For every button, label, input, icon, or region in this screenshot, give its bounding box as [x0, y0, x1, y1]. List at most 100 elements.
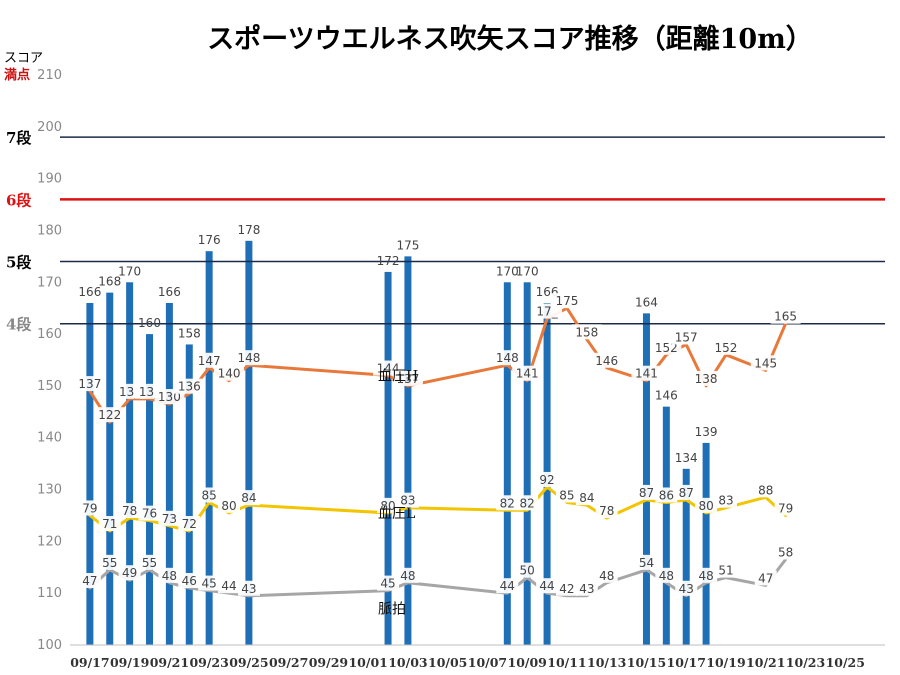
bp-low-series-name: 血圧L [378, 506, 415, 522]
y-tick-label: 140 [37, 431, 62, 446]
pulse-label-10-15: 54 [639, 556, 654, 570]
bp-high-label-bg-10-03 [392, 370, 423, 386]
bar-09-23 [205, 251, 213, 645]
bar-label-09-18: 168 [98, 275, 121, 289]
x-tick-label: 10/25 [826, 655, 865, 670]
bar-label-09-25: 178 [237, 223, 260, 237]
pulse-label-10-12: 43 [579, 582, 594, 596]
bp-high-label-bg-09-23 [194, 352, 225, 368]
pulse-label-bg-10-10 [536, 578, 559, 594]
bp-low-label-10-15: 87 [639, 486, 654, 500]
chart-title: スポーツウエルネス吹矢スコア推移（距離10m） [207, 23, 813, 55]
y-tick-label: 150 [37, 379, 62, 394]
bp-low-label-bg-09-21 [158, 510, 181, 526]
bp-low-label-10-03: 83 [400, 494, 415, 508]
bar-label-10-03: 175 [396, 238, 419, 252]
bar-09-25 [245, 240, 253, 645]
bp-low-label-bg-10-21 [754, 482, 777, 498]
x-tick-label: 10/01 [348, 655, 387, 670]
bp-high-label-bg-10-09 [512, 365, 543, 381]
bp-low-label-bg-10-16 [655, 487, 678, 503]
bp-low-label-10-11: 85 [559, 489, 574, 503]
bp-low-label-10-10: 92 [539, 473, 554, 487]
pulse-label-09-18: 55 [102, 556, 117, 570]
level-label: 5段 [6, 254, 31, 272]
x-tick-label: 09/19 [110, 655, 149, 670]
pulse-label-bg-09-24 [218, 578, 241, 594]
level-label: 7段 [6, 129, 31, 147]
bp-low-label-bg-10-17 [675, 484, 698, 500]
x-tick-label: 10/15 [627, 655, 666, 670]
pulse-label-bg-10-08 [496, 578, 519, 594]
bar-layer [86, 240, 710, 645]
pulse-label-bg-09-20 [138, 554, 161, 570]
bp-high-label-10-15: 141 [635, 367, 658, 381]
bp-low-label-bg-09-18 [98, 516, 121, 531]
x-tick-label: 10/17 [667, 655, 706, 670]
pulse-label-10-08: 44 [500, 579, 515, 593]
bp-high-label-09-25: 148 [237, 351, 260, 365]
x-tick-label: 10/07 [468, 655, 507, 670]
bar-09-21 [165, 303, 173, 645]
bp-high-label-bg-10-22 [770, 308, 801, 324]
bar-label-09-22: 158 [178, 326, 201, 340]
y-tick-label: 160 [37, 327, 62, 342]
bar-label-10-08: 170 [496, 264, 519, 278]
bp-low-label-bg-10-03 [396, 492, 419, 508]
bp-high-label-bg-10-12 [571, 324, 602, 340]
bp-high-label-10-09: 141 [516, 367, 539, 381]
bar-label-09-19: 170 [118, 264, 141, 278]
bp-high-label-bg-10-18 [691, 370, 722, 386]
x-tick-label: 10/21 [746, 655, 785, 670]
level-layer: 7段 6段 5段 4段 [6, 129, 885, 334]
pulse-label-bg-09-18 [98, 554, 121, 570]
pulse-label-10-09: 50 [520, 564, 535, 578]
pulse-label-bg-10-17 [675, 580, 698, 596]
bp-low-label-10-18: 80 [698, 499, 713, 513]
pulse-label-bg-10-12 [575, 580, 598, 596]
bp-high-label-10-22: 165 [774, 310, 797, 324]
bp-low-label-10-17: 87 [679, 486, 694, 500]
bp-high-label-10-03: 137 [396, 372, 419, 386]
y-tick-label: 110 [37, 586, 62, 601]
bar-10-15 [642, 313, 650, 645]
bp-low-label-bg-09-22 [178, 516, 201, 531]
y-tick-label: 120 [37, 534, 62, 549]
bp-high-label-bg-10-13 [591, 352, 622, 368]
pulse-label-bg-10-21 [754, 570, 777, 586]
bar-label-10-17: 134 [675, 451, 698, 465]
bp-high-label-10-17: 157 [675, 330, 698, 344]
bar-10-17 [682, 468, 690, 645]
x-tick-label: 09/23 [189, 655, 228, 670]
bp-high-label-bg-09-24 [214, 365, 245, 381]
bar-10-18 [702, 442, 710, 645]
pulse-label-bg-09-17 [78, 573, 101, 588]
y-tick-label: 210 [37, 68, 62, 83]
pulse-label-10-13: 48 [599, 569, 614, 583]
x-tick-label: 09/29 [309, 655, 348, 670]
bp-low-label-10-22: 79 [778, 501, 793, 515]
pulse-label-10-19: 51 [718, 564, 733, 578]
bp-low-label-09-20: 76 [142, 507, 157, 521]
bp-low-label-10-12: 84 [579, 491, 594, 505]
x-tick-label: 09/27 [269, 655, 308, 670]
y-tick-label: 200 [37, 120, 62, 135]
bar-10-16 [662, 406, 670, 645]
bp-low-label-bg-09-24 [218, 497, 241, 513]
bar-09-22 [185, 344, 193, 645]
bp-low-label-09-18: 71 [102, 517, 117, 531]
bp-high-label-10-21: 145 [754, 356, 777, 370]
bp-low-label-10-09: 82 [520, 496, 535, 510]
bp-high-label-bg-09-22 [174, 378, 205, 394]
bp-low-label-bg-10-08 [496, 495, 519, 511]
bp-low-label-10-08: 82 [500, 496, 515, 510]
bp-low-label-09-23: 85 [202, 489, 217, 503]
bp-low-label-bg-09-23 [198, 487, 221, 503]
pulse-label-09-22: 46 [182, 574, 197, 588]
bar-09-18 [106, 292, 114, 645]
pulse-label-10-02: 45 [380, 577, 395, 591]
pulse-label-09-25: 43 [241, 582, 256, 596]
bp-low-label-bg-10-15 [635, 484, 658, 500]
pulse-label-09-24: 44 [221, 579, 236, 593]
y-tick-label: 180 [37, 223, 62, 238]
